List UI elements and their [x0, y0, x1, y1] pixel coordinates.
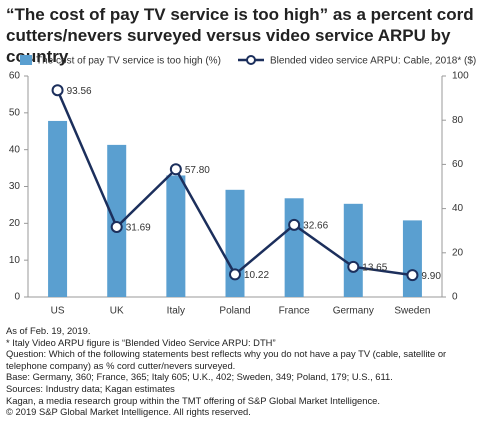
line-marker	[169, 163, 182, 176]
x-tick-label: UK	[110, 306, 124, 317]
footnote: Question: Which of the following stateme…	[6, 348, 447, 371]
data-label: 9.90	[421, 271, 441, 282]
x-tick-label: France	[279, 306, 311, 317]
data-label: 10.22	[244, 270, 269, 281]
legend-label: Blended video service ARPU: Cable, 2018*…	[270, 56, 476, 67]
footnotes: As of Feb. 19, 2019. * Italy Video ARPU f…	[6, 325, 484, 418]
bar	[284, 198, 304, 297]
line-marker	[51, 84, 64, 97]
y-tick-label: 60	[9, 71, 21, 82]
line-marker	[110, 220, 123, 233]
y2-tick-label: 80	[452, 115, 464, 126]
y-tick-label: 30	[9, 181, 21, 192]
footnote: Kagan, a media research group within the…	[6, 394, 380, 406]
bar	[343, 203, 363, 297]
data-label: 13.65	[362, 262, 387, 273]
y2-tick-label: 60	[452, 159, 464, 170]
x-tick-label: Italy	[167, 306, 185, 317]
y2-tick-label: 0	[452, 292, 458, 303]
footnote: Base: Germany, 360; France, 365; Italy 6…	[6, 371, 393, 383]
chart: 0 10 20 30 40 50 60 0 20 40 60 80 100 US UK Italy Poland…	[9, 55, 476, 317]
data-label: 93.56	[67, 86, 92, 97]
line-marker	[347, 260, 360, 273]
footnote: © 2019 S&P Global Market Intelligence. A…	[6, 406, 251, 418]
footnote: As of Feb. 19, 2019.	[6, 325, 91, 336]
y-tick-label: 50	[9, 107, 21, 118]
x-tick-label: Sweden	[394, 306, 430, 317]
bar	[107, 144, 127, 297]
footnote: * Italy Video ARPU figure is “Blended Vi…	[6, 336, 276, 348]
legend-label: The cost of pay TV service is too high (…	[36, 56, 221, 67]
bar	[402, 220, 422, 297]
x-tick-label: Poland	[219, 306, 250, 317]
x-tick-label: Germany	[333, 306, 374, 317]
data-label: 31.69	[126, 223, 151, 234]
footnote: Sources: Industry data; Kagan estimates	[6, 382, 175, 394]
y2-tick-label: 20	[452, 247, 464, 258]
x-tick-label: US	[51, 306, 65, 317]
bar	[48, 120, 68, 297]
line-marker	[288, 218, 301, 231]
legend-swatch	[20, 55, 32, 65]
y-tick-label: 0	[14, 292, 20, 303]
y2-tick-label: 100	[452, 71, 469, 82]
y-tick-label: 10	[9, 255, 21, 266]
line-marker	[406, 269, 419, 282]
data-label: 57.80	[185, 165, 210, 176]
bar	[225, 189, 245, 297]
legend-marker	[246, 55, 256, 65]
line-marker	[229, 268, 241, 281]
data-label: 32.66	[303, 220, 328, 231]
y-tick-label: 40	[9, 144, 21, 155]
y-tick-label: 20	[9, 218, 21, 229]
bar	[166, 175, 186, 297]
y2-tick-label: 40	[452, 203, 464, 214]
